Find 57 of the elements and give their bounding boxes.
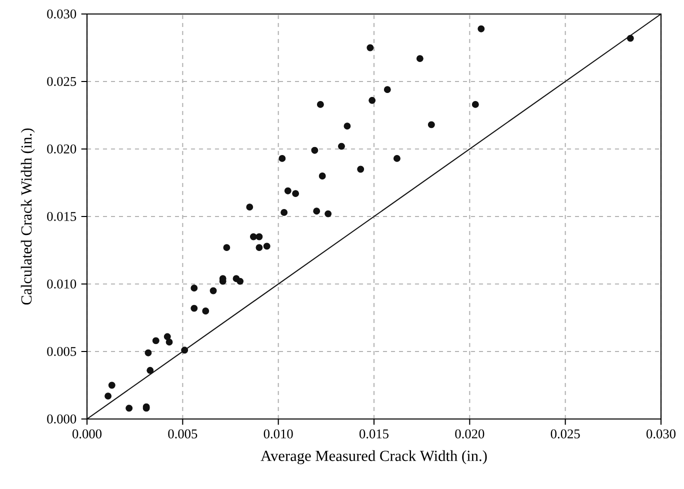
point: [250, 233, 257, 240]
x-tick-label: 0.015: [360, 429, 388, 438]
point: [318, 172, 326, 180]
point: [263, 242, 270, 250]
point: [256, 244, 263, 252]
x-tick-label: 0.025: [550, 429, 580, 438]
point: [181, 346, 188, 354]
point: [166, 338, 173, 346]
y-axis-title: Calculated Crack Width (in.): [20, 128, 35, 305]
point: [223, 244, 230, 252]
point: [478, 25, 485, 32]
x-tick-label: 0.020: [455, 429, 484, 438]
point: [104, 392, 112, 400]
point: [311, 146, 318, 154]
point: [126, 404, 133, 412]
y-tick-label: 0.005: [47, 346, 76, 356]
point: [292, 190, 300, 198]
point: [164, 333, 171, 340]
x-tick-label: 0.005: [168, 429, 198, 438]
x-axis-title: Average Measured Crack Width (in.): [260, 450, 487, 464]
point: [280, 208, 288, 216]
point: [152, 337, 160, 344]
point: [144, 349, 152, 356]
y-tick-label: 0.030: [47, 9, 76, 19]
point: [313, 208, 320, 215]
y-tick-label: 0.015: [47, 212, 76, 222]
point: [278, 154, 286, 162]
point: [393, 154, 400, 162]
x-tick-label: 0.030: [646, 429, 676, 438]
point: [190, 304, 198, 312]
point: [316, 100, 324, 108]
point: [210, 287, 217, 294]
point: [384, 86, 391, 94]
point: [626, 34, 634, 42]
y-tick-label: 0.020: [47, 144, 76, 154]
point: [202, 308, 210, 314]
point: [416, 55, 424, 62]
point: [368, 96, 376, 104]
point: [236, 278, 244, 285]
point: [246, 204, 254, 211]
point: [190, 284, 198, 292]
x-tick-label: 0.010: [264, 429, 293, 438]
point: [366, 44, 374, 52]
point: [428, 121, 435, 128]
point: [256, 233, 263, 240]
point: [324, 210, 332, 218]
y-tick-label: 0.000: [47, 414, 76, 424]
x-tick-label: 0.000: [72, 429, 102, 438]
point: [338, 142, 345, 150]
point: [108, 382, 116, 389]
y-tick-label: 0.025: [47, 76, 76, 86]
point: [357, 166, 364, 173]
y-tick-label: 0.010: [47, 279, 76, 289]
point: [344, 122, 351, 130]
point: [284, 187, 292, 194]
point: [146, 366, 154, 374]
point: [472, 100, 479, 108]
